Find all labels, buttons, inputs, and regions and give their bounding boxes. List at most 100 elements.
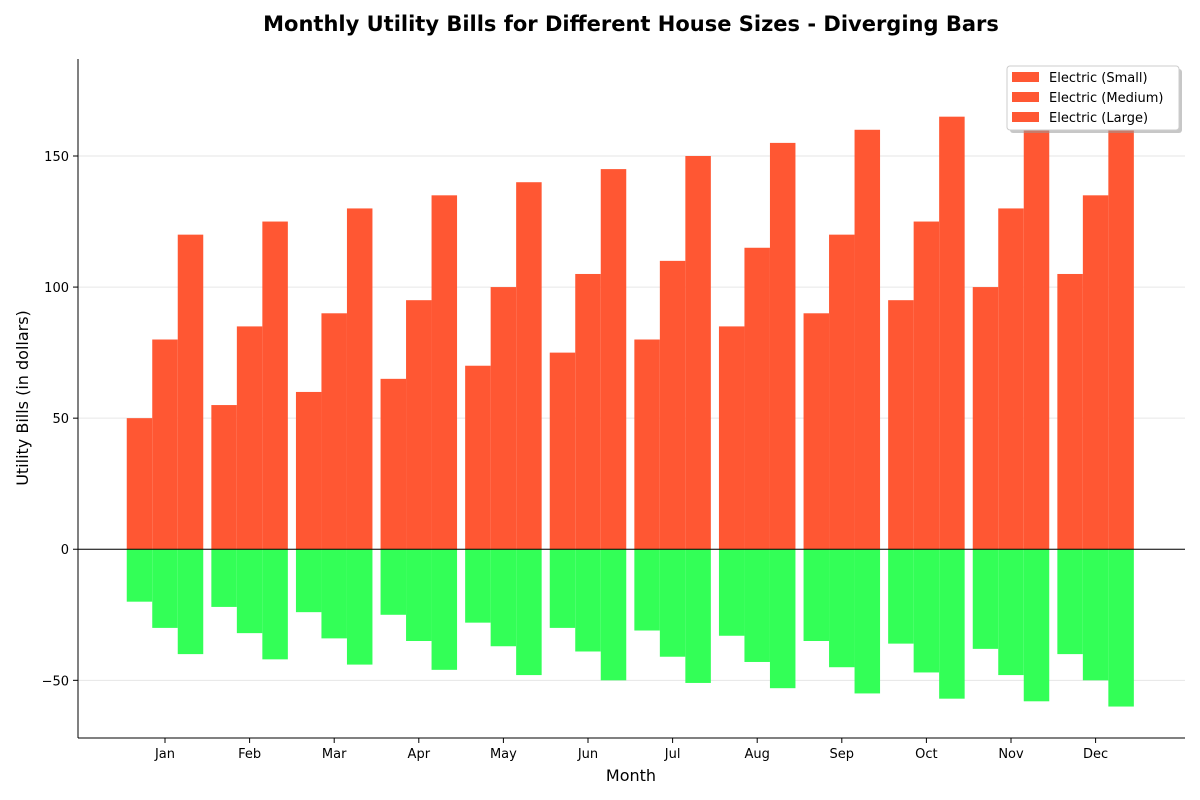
bar-negative [803,549,830,641]
x-tick-label: May [490,747,517,762]
y-tick-label: −50 [42,674,69,689]
legend-swatch [1012,72,1039,82]
x-tick-label: Jul [664,747,681,762]
bar-negative [549,549,576,628]
bar-positive [1057,273,1083,550]
bar-positive [829,234,855,550]
bar-negative [211,549,237,607]
legend-box [1006,65,1180,131]
legend-label: Electric (Medium) [1049,91,1163,106]
bar-negative [744,549,770,662]
legend-label: Electric (Large) [1049,111,1148,126]
bar-negative [1082,549,1109,681]
bar-negative [295,549,322,613]
bar-negative [262,549,288,660]
legend-label: Electric (Small) [1049,71,1148,86]
bar-positive [888,300,914,550]
x-tick-label: Dec [1083,747,1108,762]
bar-positive [380,378,407,550]
bar-positive [516,182,542,550]
bar-positive [126,418,153,550]
bar-negative [346,549,373,665]
bar-positive [600,169,627,550]
bar-negative [236,549,263,634]
bar-positive [939,116,965,550]
bar-positive [321,313,347,550]
bars [126,90,1134,707]
bar-negative [575,549,601,652]
legend-swatch [1012,112,1039,122]
bar-positive [634,339,660,550]
bar-positive [549,352,576,550]
bar-negative [152,549,178,628]
bar-positive [803,313,830,550]
bar-positive [1023,103,1050,550]
legend-swatch [1012,92,1039,102]
bar-positive [346,208,373,550]
bar-positive [769,142,796,550]
y-ticks: −50 0 50 100 150 [42,150,78,689]
bar-negative [913,549,940,673]
x-tick-label: Oct [915,747,937,762]
bar-negative [406,549,432,641]
x-tick-label: Apr [408,747,431,762]
bar-positive [972,287,999,550]
bar-positive [177,234,204,550]
bar-negative [769,549,796,689]
bar-negative [634,549,660,631]
x-tick-label: Aug [745,747,770,762]
bar-negative [126,549,153,602]
bar-negative [465,549,491,623]
bar-negative [659,549,686,657]
bar-negative [600,549,627,681]
bar-positive [262,221,288,550]
bar-negative [972,549,999,649]
bar-negative [1023,549,1050,702]
y-tick-label: 0 [61,543,69,558]
bar-positive [465,365,491,550]
bar-positive [685,156,711,550]
y-tick-label: 150 [44,150,69,165]
bar-negative [516,549,542,676]
bar-positive [718,326,745,550]
y-tick-label: 100 [44,281,69,296]
bar-negative [490,549,517,647]
x-tick-label: Nov [998,747,1024,762]
bar-positive [211,405,237,550]
bar-negative [177,549,204,655]
chart-title: Monthly Utility Bills for Different Hous… [263,12,999,36]
x-tick-label: Jun [577,747,598,762]
bar-positive [490,287,517,550]
bar-negative [685,549,711,683]
bar-negative [829,549,855,668]
bar-positive [295,391,322,550]
x-axis-label: Month [606,766,656,785]
bar-negative [939,549,965,699]
bar-negative [718,549,745,636]
x-tick-label: Sep [830,747,855,762]
x-tick-label: Feb [238,747,261,762]
bar-positive [1082,195,1109,550]
y-tick-label: 50 [52,412,69,427]
bar-positive [406,300,432,550]
bar-negative [854,549,881,694]
bar-positive [998,208,1024,550]
bar-positive [431,195,458,550]
bar-positive [744,247,770,550]
bar-negative [998,549,1024,676]
bar-positive [659,260,686,550]
y-axis-label: Utility Bills (in dollars) [13,310,32,486]
bar-positive [854,129,881,550]
x-tick-label: Jan [154,747,175,762]
x-tick-label: Mar [322,747,347,762]
bar-positive [236,326,263,550]
bar-negative [321,549,347,639]
bar-negative [380,549,407,615]
bar-positive [575,273,601,550]
x-ticks: Jan Feb Mar Apr May Jun Jul Aug Sep Oct Nov Dec [154,738,1108,762]
bar-positive [913,221,940,550]
legend: Electric (Small) Electric (Medium) Electri… [1006,65,1182,133]
bar-positive [152,339,178,550]
bar-positive [1108,90,1134,550]
